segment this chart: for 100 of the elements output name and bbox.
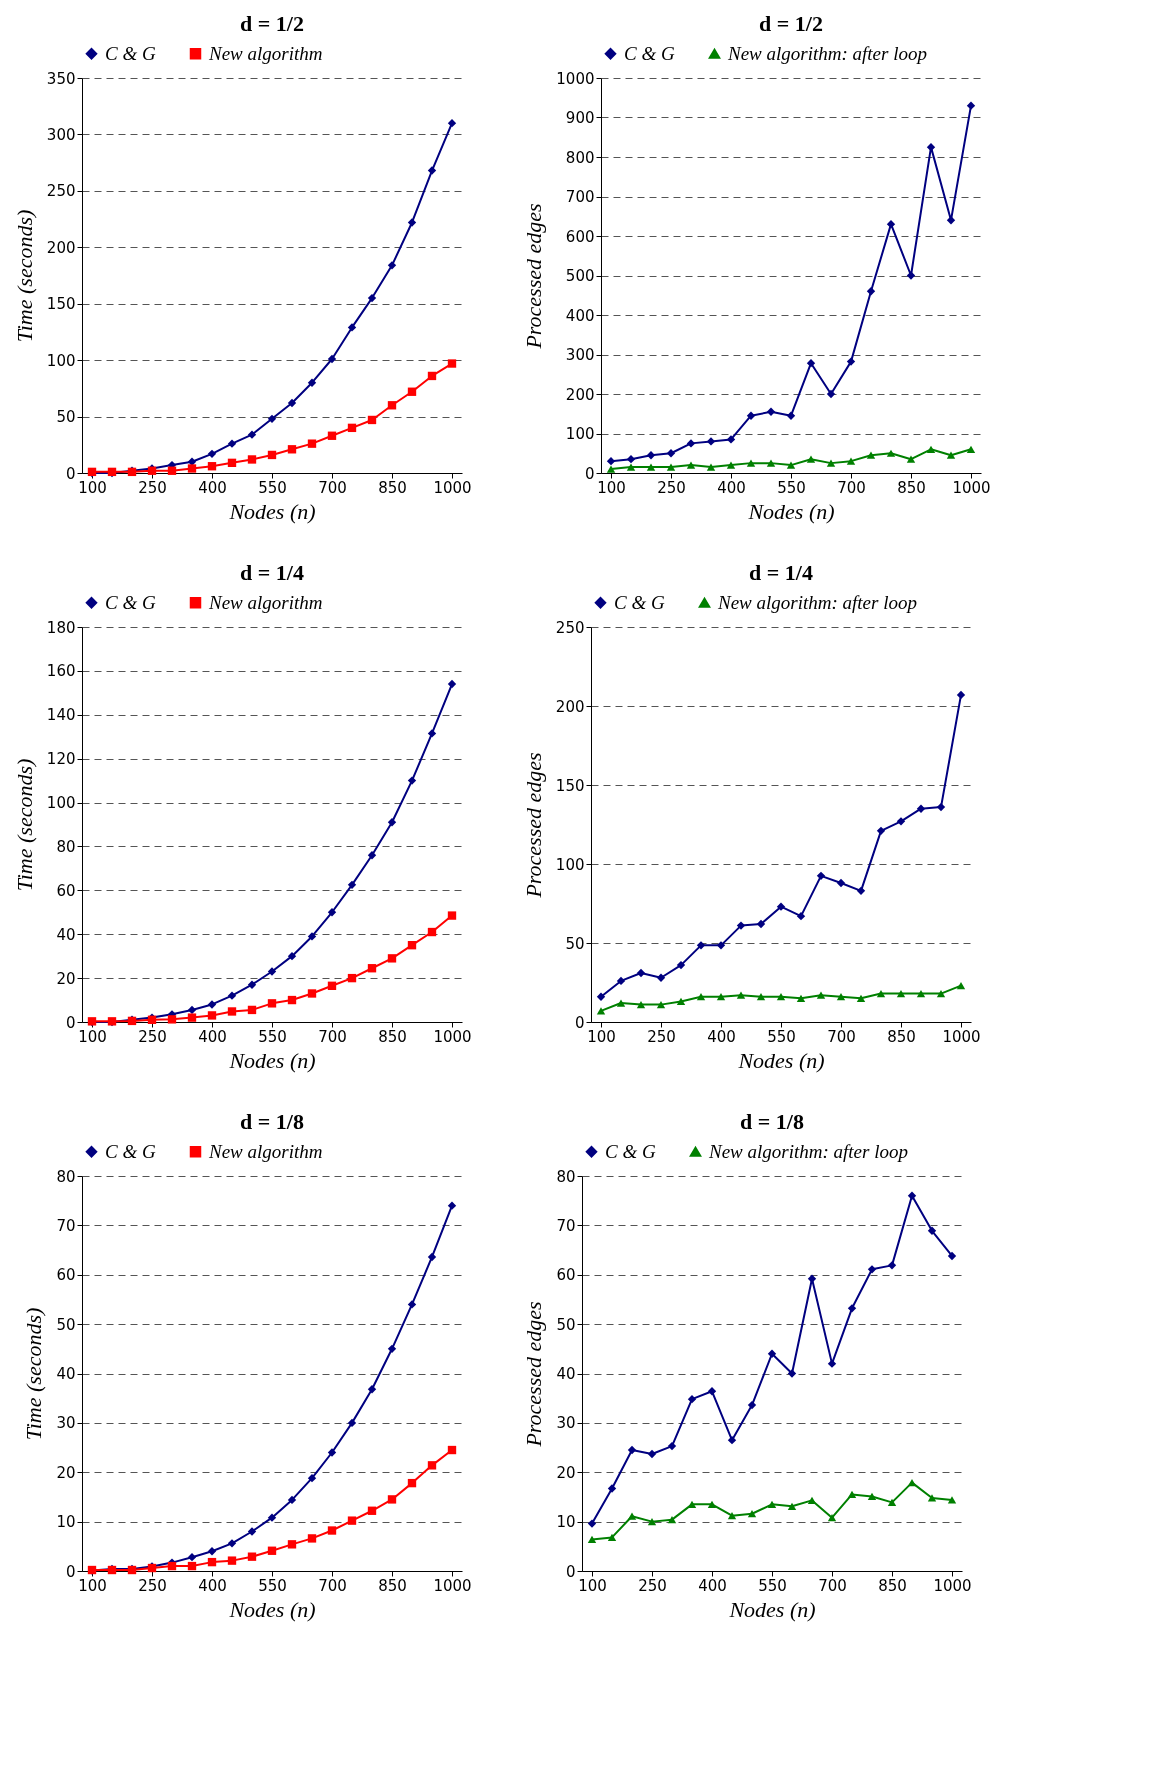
point: [447, 679, 457, 689]
x-tick-label: 1000: [433, 478, 472, 497]
point: [767, 1349, 777, 1358]
y-tick-label: 100: [555, 855, 585, 874]
y-tick-label: 50: [565, 934, 585, 953]
y-tick-label: 300: [46, 125, 76, 144]
legend-label: New algorithm: [208, 42, 323, 64]
x-axis-title: Nodes (n): [228, 498, 316, 524]
x-tick-label: 700: [837, 478, 866, 497]
x-axis-title: Nodes (n): [747, 498, 835, 524]
point: [816, 871, 826, 881]
legend-label: C & G: [605, 1140, 656, 1162]
legend-label: New algorithm: [208, 1140, 323, 1162]
point: [387, 1495, 397, 1504]
chart-title: d = 1/4: [749, 560, 813, 585]
y-tick-label: 700: [565, 188, 595, 206]
point: [367, 851, 377, 860]
point: [427, 729, 437, 738]
point: [966, 445, 976, 453]
y-tick-label: 400: [565, 306, 595, 325]
y-tick-label: 80: [556, 1167, 576, 1186]
point: [596, 1007, 606, 1015]
point: [906, 455, 916, 463]
point: [207, 1547, 217, 1556]
point: [267, 1546, 277, 1555]
point: [307, 439, 317, 448]
y-tick-label: 0: [584, 464, 595, 483]
point: [776, 993, 786, 1001]
legend-label: C & G: [105, 591, 156, 613]
chart-title: d = 1/2: [240, 11, 304, 36]
point: [716, 941, 726, 950]
point: [676, 997, 686, 1006]
y-tick-label: 180: [46, 618, 76, 637]
point: [746, 411, 756, 420]
point: [447, 1201, 457, 1210]
point: [367, 1385, 377, 1394]
x-axis-title: Nodes (n): [737, 1047, 825, 1073]
point: [747, 1400, 757, 1410]
x-tick-label: 850: [378, 1576, 407, 1595]
y-tick-label: 1000: [556, 69, 595, 88]
point: [696, 941, 706, 950]
point: [287, 1495, 297, 1505]
x-tick-label: 550: [758, 1576, 787, 1595]
point: [287, 398, 297, 408]
legend-label: New algorithm: after loop: [717, 591, 917, 613]
point: [847, 1304, 857, 1313]
x-tick-label: 100: [597, 478, 626, 497]
point: [347, 423, 357, 433]
point: [327, 431, 337, 440]
point: [227, 1539, 237, 1548]
point: [866, 451, 876, 459]
point: [227, 991, 237, 1000]
y-tick-label: 70: [556, 1216, 576, 1235]
point: [627, 1512, 637, 1520]
y-axis-title: Processed edges: [520, 752, 546, 899]
x-axis-title: Nodes (n): [228, 1596, 316, 1622]
point: [227, 439, 237, 448]
point: [626, 463, 636, 471]
point: [387, 261, 397, 270]
point: [727, 1435, 737, 1445]
point: [407, 1300, 417, 1309]
point: [347, 973, 357, 983]
y-tick-label: 60: [56, 881, 76, 900]
x-tick-label: 1000: [942, 1027, 981, 1046]
y-tick-label: 0: [565, 1562, 576, 1581]
point: [187, 1552, 197, 1562]
point: [387, 401, 397, 410]
point: [946, 451, 956, 459]
point: [267, 999, 277, 1008]
chart-title: d = 1/2: [759, 11, 823, 36]
x-tick-label: 850: [887, 1027, 916, 1046]
x-tick-label: 400: [198, 1576, 227, 1595]
point: [227, 1556, 237, 1565]
point: [407, 1478, 417, 1488]
y-axis-title: Time (seconds): [21, 1307, 47, 1441]
point: [667, 1441, 677, 1451]
y-tick-label: 20: [56, 1463, 76, 1482]
point: [846, 457, 856, 465]
legend-label: New algorithm: after loop: [727, 42, 927, 64]
legend-label: C & G: [624, 42, 675, 64]
point: [847, 1490, 857, 1499]
point: [867, 1492, 877, 1501]
x-tick-label: 700: [318, 478, 347, 497]
point: [887, 1261, 897, 1270]
point: [427, 927, 437, 937]
y-tick-label: 40: [56, 925, 76, 944]
x-tick-label: 550: [767, 1027, 796, 1046]
y-tick-label: 0: [65, 1013, 76, 1032]
point: [267, 1513, 277, 1522]
x-tick-label: 250: [638, 1576, 667, 1595]
x-tick-label: 250: [657, 478, 686, 497]
point: [946, 216, 956, 225]
y-tick-label: 50: [56, 1315, 76, 1334]
point: [867, 1265, 877, 1274]
point: [786, 411, 796, 420]
point: [347, 880, 357, 890]
chart-title: d = 1/4: [240, 560, 304, 585]
point: [607, 1484, 617, 1493]
point: [926, 142, 936, 152]
point: [696, 993, 706, 1001]
